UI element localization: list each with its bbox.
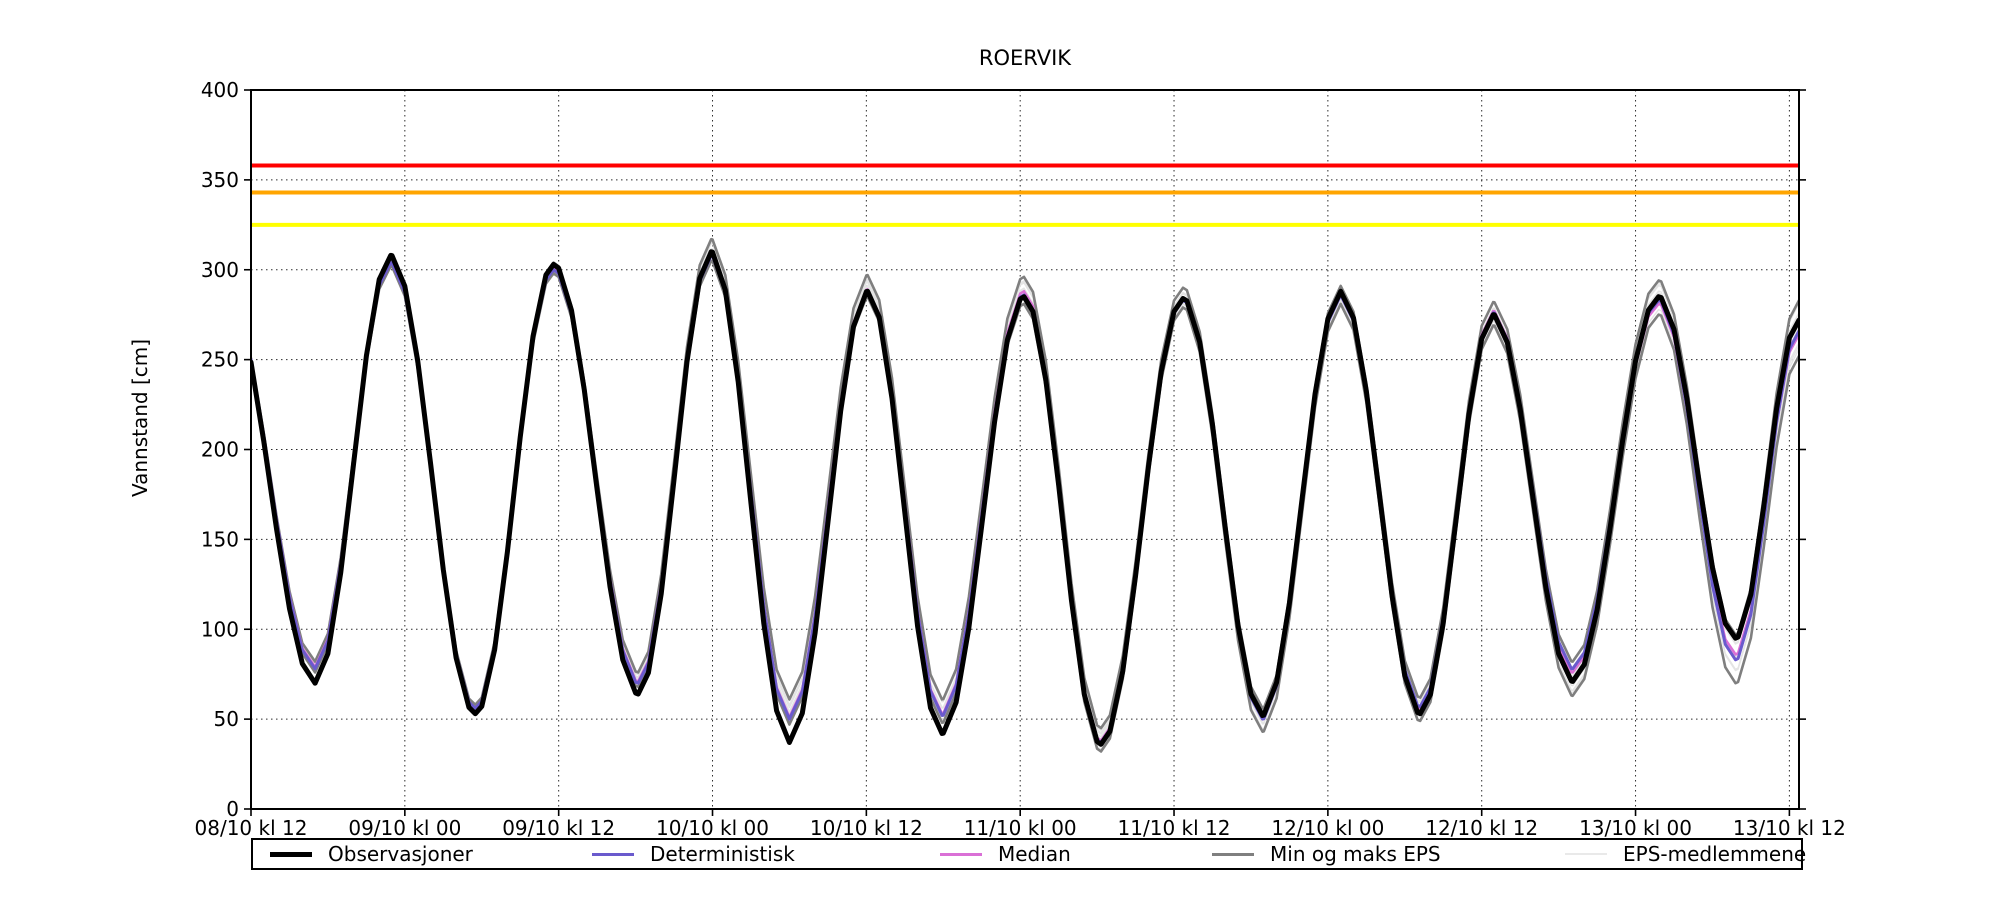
legend-line-swatch <box>592 852 634 856</box>
y-tick-label: 400 <box>201 78 239 102</box>
chart-title: ROERVIK <box>978 46 1072 70</box>
x-tick-label: 13/10 kl 00 <box>1579 816 1692 840</box>
legend: Observasjoner Deterministisk Median Min og … <box>251 838 1806 870</box>
y-tick-label: 200 <box>201 438 239 462</box>
legend-line-swatch <box>1565 853 1607 855</box>
legend-item-min-og-maks-eps: Min og maks EPS <box>1212 840 1441 868</box>
legend-label: Deterministisk <box>650 842 795 866</box>
series-eps_min <box>251 259 1799 753</box>
x-tick-label: 08/10 kl 12 <box>195 816 308 840</box>
series-observations <box>251 249 1799 747</box>
x-tick-label: 09/10 kl 00 <box>348 816 461 840</box>
x-tick-label: 09/10 kl 12 <box>502 816 615 840</box>
y-tick-label: 350 <box>201 168 239 192</box>
y-axis-label-text: Vannstand [cm] <box>128 338 152 498</box>
x-tick-label: 12/10 kl 12 <box>1425 816 1538 840</box>
legend-line-swatch <box>940 852 982 856</box>
x-tick-label: 13/10 kl 12 <box>1733 816 1846 840</box>
reference-lines <box>251 163 1799 227</box>
legend-label: EPS-medlemmene <box>1623 842 1807 866</box>
legend-item-median: Median <box>940 840 1071 868</box>
x-tick-label: 10/10 kl 12 <box>810 816 923 840</box>
y-tick-label: 150 <box>201 527 239 551</box>
y-tick-label: 50 <box>214 707 239 731</box>
tick-marks <box>244 89 1806 816</box>
y-tick-label: 100 <box>201 617 239 641</box>
tick-labels: 0 50 100 150 200 250 300 350 400 08/10 kl 12 09/10… <box>195 78 1846 840</box>
legend-label: Median <box>998 842 1071 866</box>
x-tick-label: 12/10 kl 00 <box>1271 816 1384 840</box>
legend-label: Min og maks EPS <box>1270 842 1441 866</box>
y-tick-label: 250 <box>201 348 239 372</box>
y-tick-label: 0 <box>226 797 239 821</box>
legend-item-eps-medlemmene: EPS-medlemmene <box>1565 840 1806 868</box>
y-tick-label: 300 <box>201 258 239 282</box>
series-eps_max <box>251 237 1799 730</box>
x-tick-label: 10/10 kl 00 <box>656 816 769 840</box>
x-tick-label: 11/10 kl 00 <box>964 816 1077 840</box>
legend-line-swatch <box>1212 852 1254 856</box>
legend-item-observasjoner: Observasjoner <box>270 840 473 868</box>
x-tick-label: 11/10 kl 12 <box>1118 816 1231 840</box>
data-series <box>251 237 1799 753</box>
legend-label: Observasjoner <box>328 842 473 866</box>
legend-line-swatch <box>270 851 312 857</box>
legend-item-deterministisk: Deterministisk <box>592 840 795 868</box>
